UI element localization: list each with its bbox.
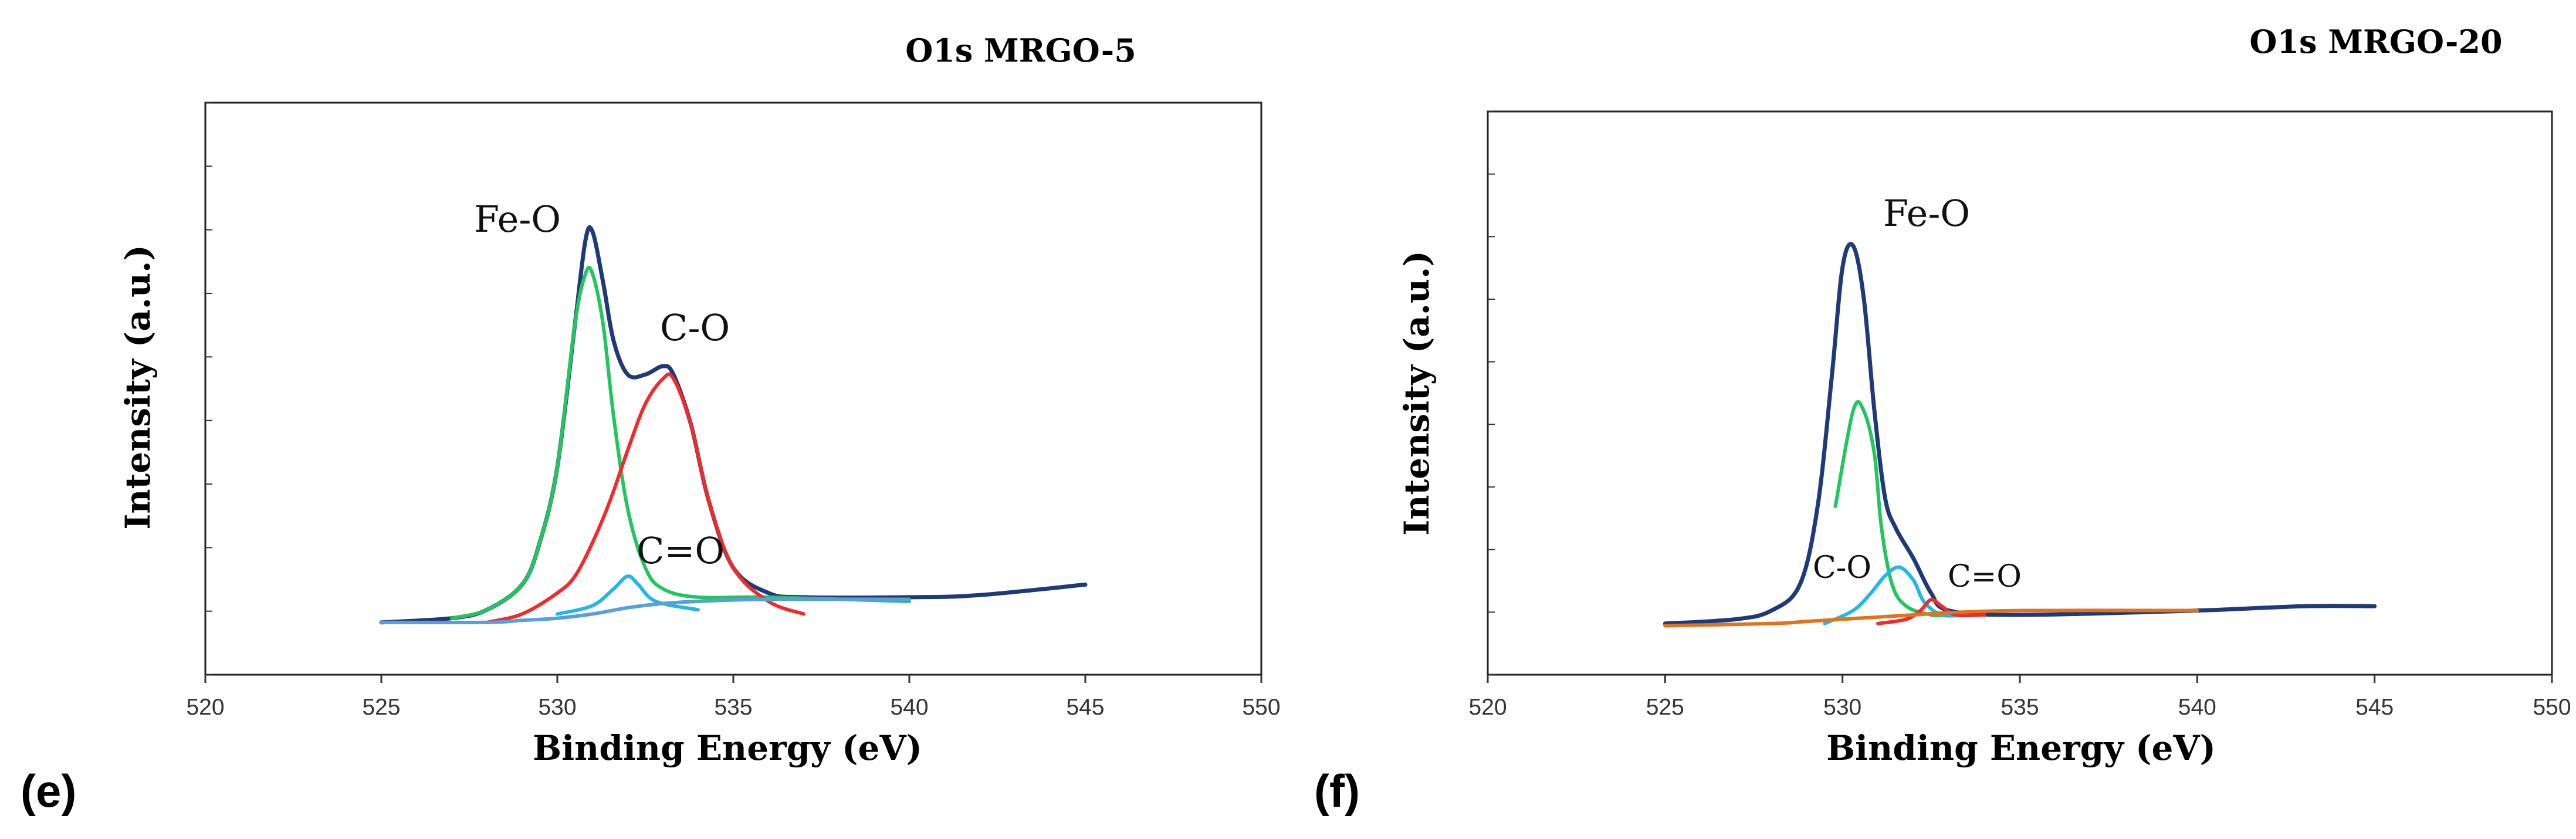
x-tick-label-530: 530 xyxy=(538,695,576,720)
x-tick-label-535: 535 xyxy=(714,695,752,720)
y-axis-label: Intensity (a.u.) xyxy=(1397,251,1437,536)
series-line-4 xyxy=(556,574,700,616)
x-tick-label-545: 545 xyxy=(2355,695,2394,720)
y-axis-ticks xyxy=(1488,111,1495,675)
x-tick-label-545: 545 xyxy=(1066,695,1104,720)
series-line-3 xyxy=(485,372,805,624)
series-line-5 xyxy=(380,597,911,625)
plot-frame xyxy=(204,102,1262,676)
panel-label: (e) xyxy=(21,765,76,817)
panel-label: (f) xyxy=(1314,765,1360,817)
series-line-5 xyxy=(1663,608,2199,628)
series-line-2 xyxy=(450,265,911,620)
x-tick-label-540: 540 xyxy=(890,695,928,720)
peak-label-fe-o: Fe-O xyxy=(1883,192,1970,235)
peak-label-c-o: C=O xyxy=(637,529,725,572)
chart-title: O1s MRGO-5 xyxy=(905,32,1136,69)
x-tick-label-540: 540 xyxy=(2178,695,2216,720)
peak-label-fe-o: Fe-O xyxy=(474,198,561,241)
series-line-4 xyxy=(1876,598,1986,625)
chart-title: O1s MRGO-20 xyxy=(2249,23,2502,60)
x-tick-label-520: 520 xyxy=(1468,695,1507,720)
x-tick-label-535: 535 xyxy=(2000,695,2039,720)
y-axis-label: Intensity (a.u.) xyxy=(118,245,158,530)
x-tick-label-530: 530 xyxy=(1823,695,1861,720)
peak-label-c-o: C=O xyxy=(1948,559,2022,594)
peak-label-c-o: C-O xyxy=(660,306,730,349)
x-axis-label: Binding Energy (eV) xyxy=(533,728,922,768)
y-axis-ticks xyxy=(205,102,212,675)
series-line-1 xyxy=(1663,242,2377,626)
peak-label-c-o: C-O xyxy=(1813,550,1871,586)
x-tick-label-550: 550 xyxy=(1242,695,1280,720)
x-axis-label: Binding Energy (eV) xyxy=(1826,728,2216,768)
x-tick-label-520: 520 xyxy=(186,695,224,720)
chart-panel-e: O1s MRGO-5 520 525 530 535 540 545 550 Fe-O C-O C=… xyxy=(21,32,1281,817)
x-tick-label-550: 550 xyxy=(2533,695,2571,720)
series-line-1 xyxy=(379,225,1088,625)
x-tick-label-525: 525 xyxy=(1646,695,1684,720)
x-tick-label-525: 525 xyxy=(362,695,400,720)
chart-panel-f: O1s MRGO-20 520 525 530 535 540 545 550 Fe-O C-O C… xyxy=(1314,23,2571,817)
